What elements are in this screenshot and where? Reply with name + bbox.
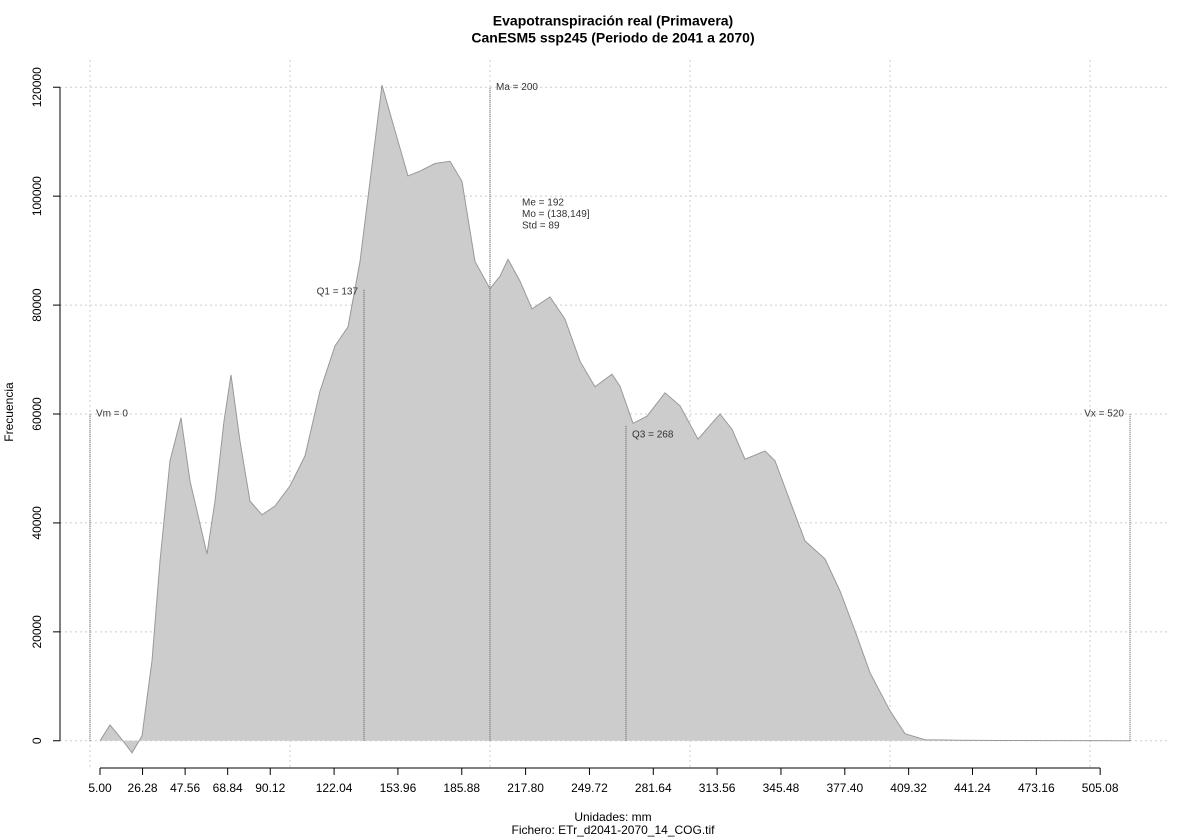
y-tick-label: 20000 — [30, 615, 44, 649]
x-tick-label: 217.80 — [507, 781, 544, 795]
area-fill — [100, 85, 1130, 753]
x-axis-label: Unidades: mm — [574, 810, 651, 824]
x-tick-label: 377.40 — [826, 781, 863, 795]
x-tick-label: 345.48 — [763, 781, 800, 795]
density-line — [99, 84, 1131, 754]
x-tick-label: 409.32 — [890, 781, 927, 795]
x-tick-label: 505.08 — [1082, 781, 1119, 795]
stat-label: Std = 89 — [522, 221, 560, 232]
marker-label: Q3 = 268 — [632, 430, 674, 441]
x-tick-label: 249.72 — [571, 781, 608, 795]
y-tick-label: 100000 — [30, 176, 44, 216]
y-tick-label: 0 — [30, 737, 44, 744]
marker-label: Q1 = 137 — [317, 286, 359, 297]
x-tick-label: 153.96 — [380, 781, 417, 795]
x-tick-label: 5.00 — [88, 781, 112, 795]
caption: Fichero: ETr_d2041-2070_14_COG.tif — [512, 823, 716, 837]
x-tick-label: 122.04 — [316, 781, 353, 795]
x-tick-label: 47.56 — [170, 781, 200, 795]
y-tick-label: 80000 — [30, 288, 44, 322]
stat-label: Me = 192 — [522, 198, 564, 209]
y-tick-label: 120000 — [30, 67, 44, 107]
x-tick-label: 26.28 — [128, 781, 158, 795]
x-tick-label: 68.84 — [213, 781, 243, 795]
x-tick-label: 185.88 — [443, 781, 480, 795]
y-tick-label: 40000 — [30, 506, 44, 540]
y-axis-label: Frecuencia — [2, 382, 16, 442]
x-tick-label: 441.24 — [954, 781, 991, 795]
x-tick-label: 473.16 — [1018, 781, 1055, 795]
marker-label: Vm = 0 — [96, 409, 128, 420]
x-tick-label: 90.12 — [255, 781, 285, 795]
chart-subtitle: CanESM5 ssp245 (Periodo de 2041 a 2070) — [471, 30, 754, 46]
x-tick-label: 313.56 — [699, 781, 736, 795]
x-tick-label: 281.64 — [635, 781, 672, 795]
stat-label: Mo = (138,149] — [522, 209, 590, 220]
marker-label: Ma = 200 — [496, 82, 538, 93]
y-tick-label: 60000 — [30, 397, 44, 431]
marker-label: Vx = 520 — [1084, 409, 1124, 420]
chart-title: Evapotranspiración real (Primavera) — [493, 13, 733, 29]
